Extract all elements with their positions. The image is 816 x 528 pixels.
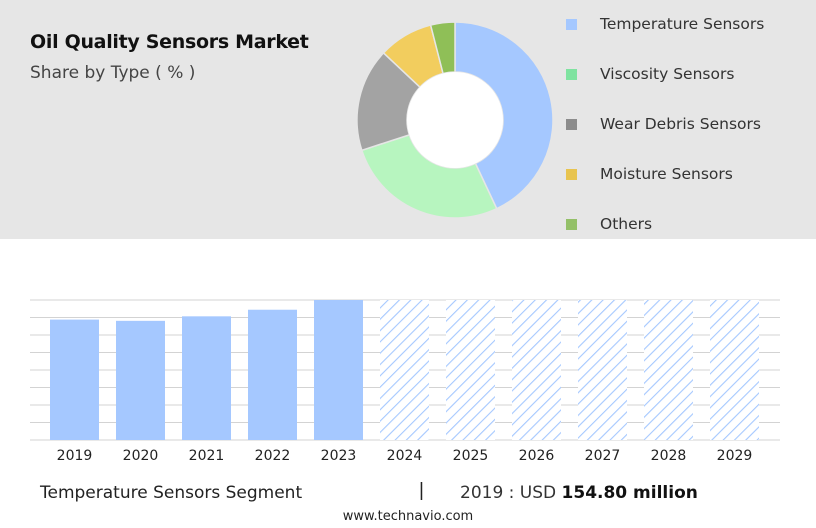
footer-amount: 154.80 million xyxy=(561,483,698,503)
legend-swatch xyxy=(566,118,577,130)
x-tick-label: 2020 xyxy=(123,448,159,464)
chart-title: Oil Quality Sensors Market xyxy=(30,31,309,53)
x-tick-label: 2022 xyxy=(255,448,291,464)
donut-hole xyxy=(407,72,503,168)
legend-swatch xyxy=(566,18,577,30)
legend-label: Viscosity Sensors xyxy=(600,65,735,83)
legend-label: Temperature Sensors xyxy=(600,15,765,33)
x-tick-label: 2029 xyxy=(717,448,753,464)
forecast-bar-2024 xyxy=(380,300,429,440)
bar-2022 xyxy=(248,309,297,440)
legend-item: Temperature Sensors xyxy=(566,13,764,35)
footer-value: 2019 : USD 154.80 million xyxy=(460,483,698,503)
footer-separator: | xyxy=(419,480,424,501)
legend-item: Others xyxy=(566,213,652,235)
x-tick-label: 2026 xyxy=(519,448,555,464)
x-tick-label: 2021 xyxy=(189,448,225,464)
x-tick-label: 2025 xyxy=(453,448,489,464)
forecast-bar-2025 xyxy=(446,300,495,440)
x-tick-label: 2019 xyxy=(57,448,93,464)
legend-swatch xyxy=(566,168,577,180)
legend-item: Moisture Sensors xyxy=(566,163,733,185)
legend-swatch xyxy=(566,68,577,80)
forecast-bar-2029 xyxy=(710,300,759,440)
legend-item: Viscosity Sensors xyxy=(566,63,734,85)
forecast-bar-2028 xyxy=(644,300,693,440)
x-tick-label: 2027 xyxy=(585,448,621,464)
source-credit: www.technavio.com xyxy=(342,509,474,524)
bar-2020 xyxy=(116,320,165,440)
bar-2019 xyxy=(50,319,99,440)
legend-item: Wear Debris Sensors xyxy=(566,113,761,135)
x-tick-label: 2028 xyxy=(651,448,687,464)
x-tick-label: 2023 xyxy=(321,448,357,464)
footer-year-label: 2019 : USD xyxy=(460,483,557,503)
legend-swatch xyxy=(566,218,577,230)
x-tick-label: 2024 xyxy=(387,448,423,464)
legend-label: Wear Debris Sensors xyxy=(600,115,761,133)
donut-slice-viscosity-sensors xyxy=(360,133,498,219)
legend-label: Others xyxy=(600,215,653,233)
bar-2023 xyxy=(314,300,363,440)
bar-2021 xyxy=(182,316,231,440)
forecast-bar-2026 xyxy=(512,300,561,440)
donut-chart xyxy=(356,21,554,219)
footer-segment-label: Temperature Sensors Segment xyxy=(40,483,303,503)
chart-subtitle: Share by Type ( % ) xyxy=(30,63,196,83)
bar-chart: 2019 2020 2021 2022 2023 2024 2025 2026 2027 2028… xyxy=(30,299,780,464)
legend-label: Moisture Sensors xyxy=(600,165,733,183)
forecast-bar-2027 xyxy=(578,300,627,440)
